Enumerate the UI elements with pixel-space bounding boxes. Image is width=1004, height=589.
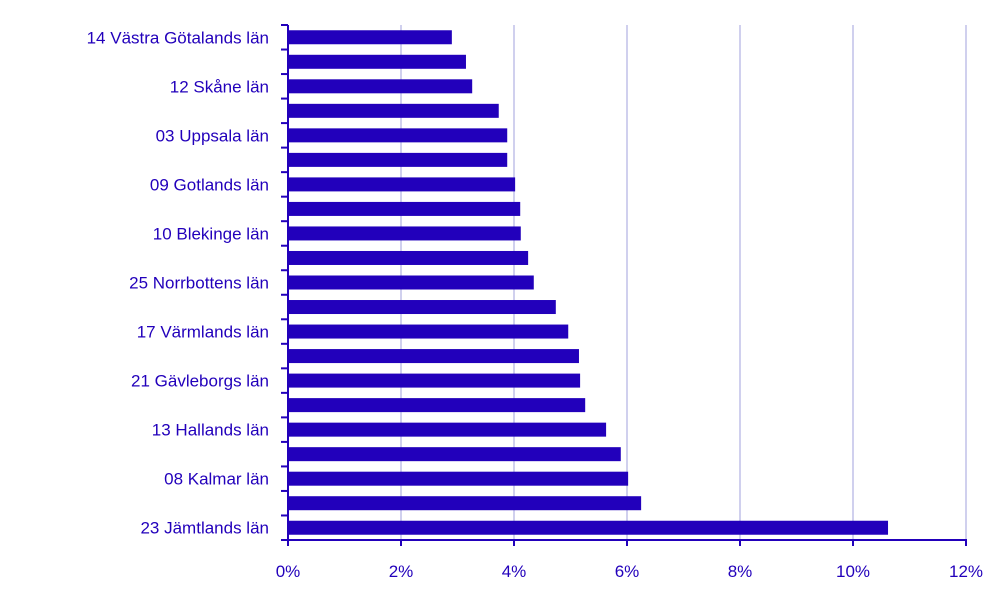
x-tick-label: 8% [728, 562, 753, 581]
category-label: 12 Skåne län [170, 77, 269, 96]
category-label: 10 Blekinge län [153, 224, 269, 243]
bar [288, 201, 521, 216]
bar [288, 447, 621, 462]
bar [288, 54, 466, 69]
category-label: 14 Västra Götalands län [87, 28, 269, 47]
x-tick-label: 4% [502, 562, 527, 581]
bar [288, 398, 586, 413]
x-tick-label: 0% [276, 562, 301, 581]
bar [288, 373, 581, 388]
x-tick-label: 12% [949, 562, 983, 581]
x-tick-label: 10% [836, 562, 870, 581]
bar [288, 520, 889, 535]
category-label: 09 Gotlands län [150, 175, 269, 194]
x-tick-label: 2% [389, 562, 414, 581]
bar [288, 177, 516, 192]
x-tick-label: 6% [615, 562, 640, 581]
category-label: 08 Kalmar län [164, 470, 269, 489]
bar [288, 324, 569, 339]
bar [288, 275, 534, 290]
category-label: 03 Uppsala län [156, 126, 269, 145]
bar [288, 471, 629, 486]
category-label: 13 Hallands län [152, 421, 269, 440]
bar [288, 79, 473, 94]
bar [288, 152, 508, 167]
bar [288, 422, 607, 437]
category-label: 25 Norrbottens län [129, 274, 269, 293]
bar [288, 30, 452, 45]
bar [288, 496, 642, 511]
bar [288, 226, 521, 241]
bar [288, 128, 508, 143]
bar [288, 349, 579, 364]
bar [288, 250, 529, 265]
category-label: 21 Gävleborgs län [131, 372, 269, 391]
category-label: 23 Jämtlands län [140, 519, 269, 538]
bar [288, 103, 499, 118]
bar [288, 300, 556, 315]
category-label: 17 Värmlands län [137, 323, 269, 342]
